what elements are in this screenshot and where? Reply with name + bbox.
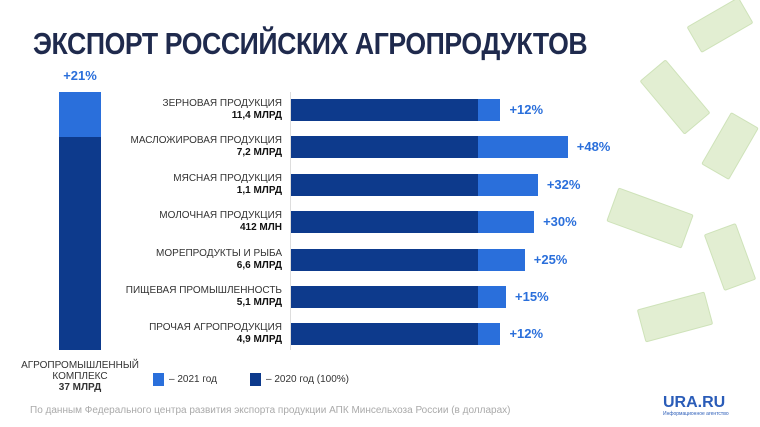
money-decoration xyxy=(639,59,711,135)
bar-2021 xyxy=(478,136,568,159)
total-value: 37 МЛРД xyxy=(58,382,102,393)
money-decoration xyxy=(701,112,759,180)
logo-subtitle: Информационное агентство xyxy=(663,411,729,417)
category-label: ПИЩЕВАЯ ПРОМЫШЛЕННОСТЬ 5,1 МЛРД xyxy=(126,285,282,309)
legend-swatch-2020 xyxy=(250,373,261,386)
total-bar-2021 xyxy=(59,92,101,137)
total-name: АГРОПРОМЫШЛЕННЫЙ КОМПЛЕКС xyxy=(21,360,139,382)
source-note: По данным Федерального центра развития э… xyxy=(30,405,511,416)
category-label: МОРЕПРОДУКТЫ И РЫБА 6,6 МЛРД xyxy=(156,248,282,272)
money-decoration xyxy=(636,291,714,343)
growth-label: +12% xyxy=(509,102,544,117)
bar-2020 xyxy=(291,99,478,121)
logo: URA.RU xyxy=(663,394,726,411)
bar-2020 xyxy=(291,173,478,196)
category-value: 412 МЛН xyxy=(239,222,282,234)
category-name: МАСЛОЖИРОВАЯ ПРОДУКЦИЯ xyxy=(130,135,282,147)
bar-2021 xyxy=(478,173,538,196)
category-label: МАСЛОЖИРОВАЯ ПРОДУКЦИЯ 7,2 МЛРД xyxy=(130,135,282,159)
bar-2021 xyxy=(478,211,535,234)
bar-2020 xyxy=(291,136,478,159)
bar-2020 xyxy=(291,211,478,234)
category-value: 11,4 МЛРД xyxy=(231,110,282,121)
category-value: 7,2 МЛРД xyxy=(236,147,282,159)
growth-label: +32% xyxy=(546,176,581,192)
legend-label-2021: – 2021 год xyxy=(169,374,217,385)
category-label: ЗЕРНОВАЯ ПРОДУКЦИЯ 11,4 МЛРД xyxy=(163,98,282,122)
bar-2021 xyxy=(478,286,507,308)
category-value: 6,6 МЛРД xyxy=(236,259,282,271)
category-value: 5,1 МЛРД xyxy=(236,297,282,308)
bar-2020 xyxy=(291,286,478,308)
category-label: МЯСНАЯ ПРОДУКЦИЯ 1,1 МЛРД xyxy=(173,173,282,197)
axis-line xyxy=(290,92,291,350)
category-value: 1,1 МЛРД xyxy=(236,184,282,196)
growth-label: +12% xyxy=(509,326,544,342)
category-name: ПРОЧАЯ АГРОПРОДУКЦИЯ xyxy=(149,322,282,334)
category-label: ПРОЧАЯ АГРОПРОДУКЦИЯ 4,9 МЛРД xyxy=(149,322,282,346)
category-label: МОЛОЧНАЯ ПРОДУКЦИЯ 412 МЛН xyxy=(159,210,282,234)
growth-label: +15% xyxy=(515,289,549,304)
total-growth-label: +21% xyxy=(63,68,97,83)
growth-label: +25% xyxy=(533,251,568,267)
money-decoration xyxy=(703,222,757,292)
category-name: ЗЕРНОВАЯ ПРОДУКЦИЯ xyxy=(162,98,282,109)
legend-label-2020: – 2020 год (100%) xyxy=(266,374,349,385)
bar-2020 xyxy=(291,323,478,346)
money-decoration xyxy=(606,187,694,249)
bar-2021 xyxy=(478,323,501,346)
bar-2020 xyxy=(291,248,478,271)
bar-2021 xyxy=(478,248,525,271)
category-value: 4,9 МЛРД xyxy=(236,334,282,346)
growth-label: +48% xyxy=(576,139,611,155)
legend-swatch-2021 xyxy=(153,373,164,386)
category-name: МЯСНАЯ ПРОДУКЦИЯ xyxy=(173,172,282,184)
bar-2021 xyxy=(478,99,501,121)
category-name: ПИЩЕВАЯ ПРОМЫШЛЕННОСТЬ xyxy=(125,285,282,296)
page-title: ЭКСПОРТ РОССИЙСКИХ АГРОПРОДУКТОВ xyxy=(33,26,588,61)
growth-label: +30% xyxy=(543,214,577,230)
category-name: МОЛОЧНАЯ ПРОДУКЦИЯ xyxy=(159,210,282,222)
category-name: МОРЕПРОДУКТЫ И РЫБА xyxy=(156,247,282,259)
total-bar-2020 xyxy=(59,136,101,350)
total-label: АГРОПРОМЫШЛЕННЫЙ КОМПЛЕКС 37 МЛРД xyxy=(20,360,140,393)
money-decoration xyxy=(686,0,754,53)
